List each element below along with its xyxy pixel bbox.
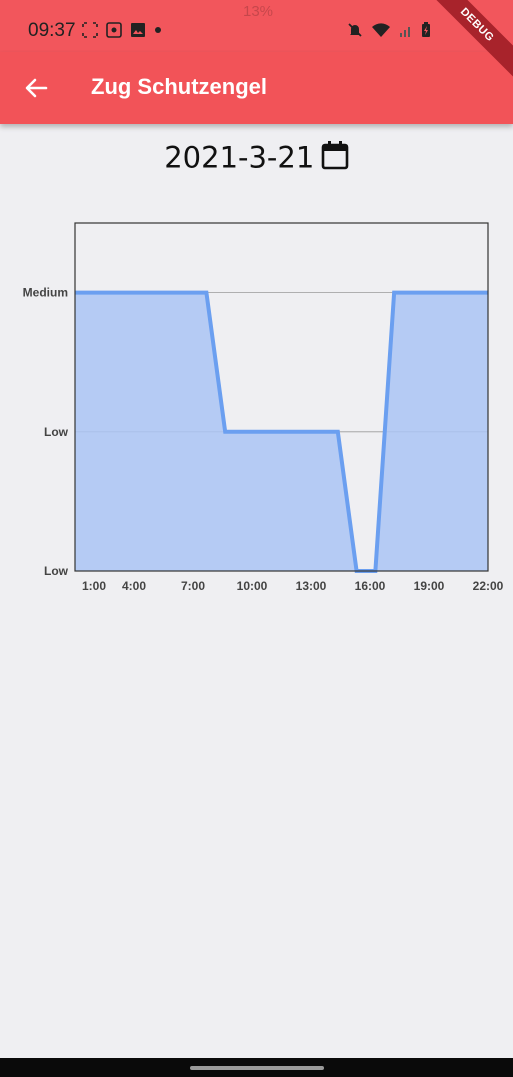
arrow-back-icon (25, 78, 48, 98)
battery-percent-overlay: 13% (243, 3, 274, 20)
status-icons-left (82, 22, 162, 38)
x-tick-label: 1:00 (82, 579, 106, 593)
screenshot-icon (106, 22, 122, 38)
x-tick-label: 22:00 (473, 579, 504, 593)
calendar-button[interactable] (321, 140, 349, 175)
x-tick-label: 4:00 (122, 579, 146, 593)
x-tick-label: 10:00 (237, 579, 268, 593)
y-tick-label: Low (44, 425, 69, 439)
image-icon (131, 23, 145, 37)
status-bar: 13% 09:37 (0, 0, 513, 52)
plot-frame (74, 222, 489, 572)
level-chart: Low Low Medium 1:00 4:00 7:00 10:00 13:00 16:00 1… (23, 222, 504, 593)
app-title: Zug Schutzengel (91, 74, 267, 99)
debug-banner-container: DEBUG (413, 0, 513, 100)
wifi-icon (372, 23, 390, 37)
status-icons-right (347, 22, 431, 38)
navigation-bar (0, 1058, 513, 1077)
x-tick-label: 13:00 (296, 579, 327, 593)
y-tick-label: Low (44, 564, 69, 578)
battery-charging-icon (422, 22, 430, 37)
x-tick-label: 7:00 (181, 579, 205, 593)
home-indicator[interactable] (190, 1066, 324, 1070)
date-text: 2021-3-21 (164, 140, 315, 175)
app-bar: Zug Schutzengel (0, 52, 513, 124)
fullscreen-icon (82, 22, 98, 38)
status-time: 09:37 (28, 20, 76, 41)
signal-icon (400, 27, 410, 37)
back-button[interactable] (22, 74, 50, 102)
date-row: 2021-3-21 (0, 140, 513, 180)
debug-banner: DEBUG (419, 0, 513, 83)
x-tick-label: 16:00 (355, 579, 386, 593)
y-tick-label: Medium (23, 286, 68, 300)
mute-icon (348, 23, 362, 37)
dot-icon (155, 27, 161, 33)
calendar-icon (321, 141, 349, 170)
x-tick-label: 19:00 (414, 579, 445, 593)
